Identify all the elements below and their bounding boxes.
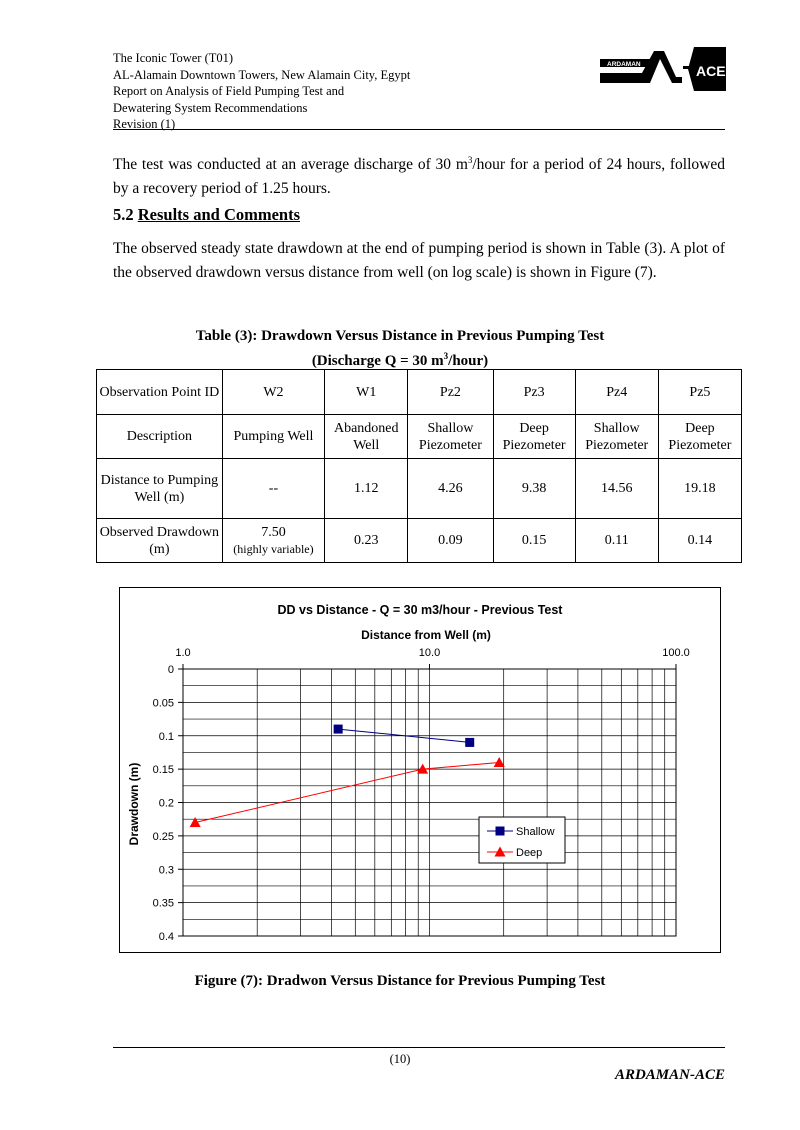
table-cell: Deep Piezometer xyxy=(657,414,743,459)
y-tick-label: 0.15 xyxy=(153,764,174,776)
table-row: Description Pumping Well Abandoned Well … xyxy=(96,414,743,459)
shallow-data-point xyxy=(465,737,475,747)
table-cell: Abandoned Well xyxy=(324,414,409,459)
legend-marker xyxy=(494,846,506,857)
header-line: Dewatering System Recommendations xyxy=(113,100,308,115)
header-divider xyxy=(113,129,725,130)
cell-note: (highly variable) xyxy=(233,541,314,556)
table-cell: Pz2 xyxy=(407,369,494,415)
drawdown-chart: DD vs Distance - Q = 30 m3/hour - Previo… xyxy=(127,603,690,943)
table-cell: Pz3 xyxy=(492,369,576,415)
results-paragraph: The observed steady state drawdown at th… xyxy=(113,240,725,281)
table-cell: 1.12 xyxy=(324,458,409,519)
x-tick-label: 100.0 xyxy=(662,647,690,659)
table-cell: 0.11 xyxy=(574,518,659,563)
y-tick-label: 0.1 xyxy=(159,731,174,743)
shallow-series-line xyxy=(338,728,470,743)
legend-marker xyxy=(495,826,505,836)
document-header: The Iconic Tower (T01) AL-Alamain Downto… xyxy=(113,50,410,133)
intro-paragraph: The test was conducted at an average dis… xyxy=(113,155,725,198)
legend-label: Deep xyxy=(516,847,542,859)
table-cell: 0.23 xyxy=(324,518,409,563)
y-tick-label: 0.25 xyxy=(153,831,174,843)
row-label: Observation Point ID xyxy=(96,369,223,415)
table-cell: Pz4 xyxy=(574,369,659,415)
row-label: Distance to Pumping Well (m) xyxy=(96,458,223,519)
table-cell: Deep Piezometer xyxy=(492,414,576,459)
deep-data-point xyxy=(493,756,505,767)
table-cell: 0.14 xyxy=(657,518,743,563)
table-cell: Shallow Piezometer xyxy=(574,414,659,459)
table-caption: Table (3): Drawdown Versus Distance in P… xyxy=(195,328,605,369)
section-heading: 5.2 Results and Comments xyxy=(113,205,301,224)
footer-divider xyxy=(113,1047,725,1048)
table-cell: W1 xyxy=(324,369,409,415)
table-cell: Shallow Piezometer xyxy=(407,414,494,459)
y-axis-label: Drawdown (m) xyxy=(127,763,141,846)
chart-title: DD vs Distance - Q = 30 m3/hour - Previo… xyxy=(278,603,564,617)
page-number: (10) xyxy=(389,1052,411,1066)
x-tick-label: 10.0 xyxy=(419,647,440,659)
table-cell: 0.15 xyxy=(492,518,576,563)
table-cell: 0.09 xyxy=(407,518,494,563)
y-tick-label: 0 xyxy=(168,664,174,676)
header-line: AL-Alamain Downtown Towers, New Alamain … xyxy=(113,67,411,82)
x-tick-label: 1.0 xyxy=(175,647,190,659)
y-tick-label: 0.4 xyxy=(159,931,174,943)
table-cell: -- xyxy=(221,458,326,519)
table-cell: 19.18 xyxy=(657,458,743,519)
drawdown-table: Observation Point ID W2 W1 Pz2 Pz3 Pz4 P… xyxy=(96,369,743,563)
y-tick-label: 0.2 xyxy=(159,798,174,810)
table-cell: 14.56 xyxy=(574,458,659,519)
table-cell: 7.50 (highly variable) xyxy=(221,518,326,563)
ardaman-ace-logo: ARDAMAN ACE xyxy=(600,47,726,91)
table-row: Observation Point ID W2 W1 Pz2 Pz3 Pz4 P… xyxy=(96,369,743,415)
y-tick-label: 0.3 xyxy=(159,864,174,876)
y-tick-label: 0.05 xyxy=(153,697,174,709)
svg-text:ARDAMAN: ARDAMAN xyxy=(607,61,641,68)
legend-label: Shallow xyxy=(516,826,555,838)
table-cell: 9.38 xyxy=(492,458,576,519)
x-axis-label: Distance from Well (m) xyxy=(361,628,491,642)
table-cell: Pumping Well xyxy=(221,414,326,459)
table-cell: 4.26 xyxy=(407,458,494,519)
header-line: Report on Analysis of Field Pumping Test… xyxy=(113,84,345,98)
deep-data-point xyxy=(189,817,201,828)
row-label: Description xyxy=(96,414,223,459)
svg-text:ACE: ACE xyxy=(696,63,726,79)
chart-frame: DD vs Distance - Q = 30 m3/hour - Previo… xyxy=(119,587,721,953)
header-line: The Iconic Tower (T01) xyxy=(113,51,234,65)
footer-company: ARDAMAN-ACE xyxy=(614,1067,725,1083)
table-cell: Pz5 xyxy=(657,369,743,415)
y-tick-label: 0.35 xyxy=(153,898,174,910)
table-row: Observed Drawdown (m) 7.50 (highly variab… xyxy=(96,518,743,563)
row-label: Observed Drawdown (m) xyxy=(96,518,223,563)
legend-box xyxy=(478,816,566,864)
table-row: Distance to Pumping Well (m) -- 1.12 4.2… xyxy=(96,458,743,519)
figure-caption: Figure (7): Dradwon Versus Distance for … xyxy=(194,973,606,989)
deep-data-point xyxy=(417,763,429,774)
header-line: Revision (1) xyxy=(113,117,176,131)
shallow-data-point xyxy=(333,724,343,734)
table-cell: W2 xyxy=(221,369,326,415)
